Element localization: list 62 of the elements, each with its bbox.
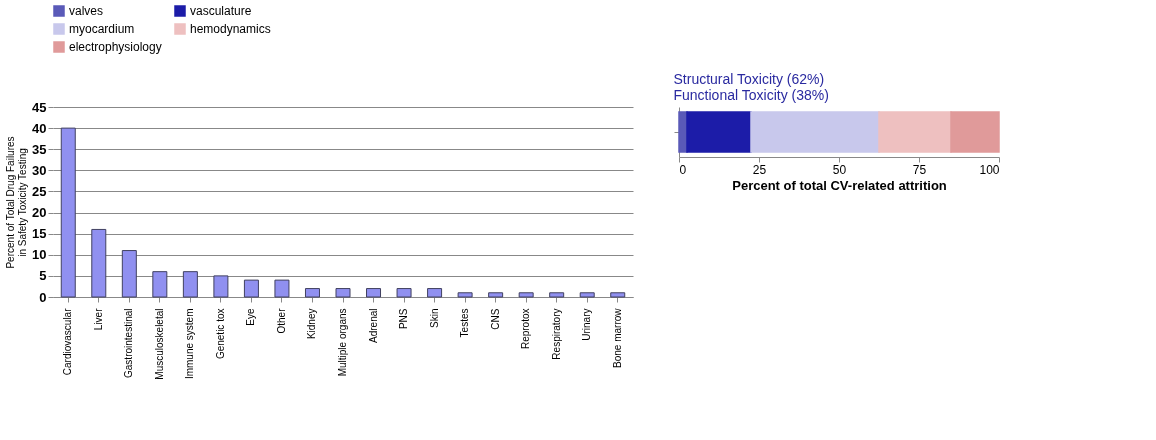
x-tick-label: Eye bbox=[245, 308, 257, 326]
x-tick-label: Multiple organs bbox=[337, 308, 348, 377]
bar bbox=[518, 292, 534, 298]
x-tick-label: Testes bbox=[459, 308, 471, 338]
y-tick-label: 20 bbox=[32, 205, 47, 221]
bar bbox=[549, 292, 565, 298]
legend-label: electrophysiology bbox=[69, 40, 162, 54]
x-tick-label: Liver bbox=[92, 307, 104, 331]
bar bbox=[427, 288, 443, 298]
bar bbox=[91, 228, 107, 298]
x-tick-label: Musculoskeletal bbox=[153, 308, 165, 380]
text: Structural Toxicity (62%) bbox=[673, 71, 825, 87]
legend-label: hemodynamics bbox=[190, 22, 271, 36]
x-tick-label: Bone marrow bbox=[611, 307, 623, 368]
y-tick-label: 0 bbox=[39, 289, 47, 305]
x-tick-label: PNS bbox=[398, 308, 410, 330]
bar bbox=[213, 275, 229, 298]
legend-label: myocardium bbox=[69, 22, 135, 36]
x-axis-title: Percent of total CV-related attrition bbox=[732, 177, 947, 193]
x-tick-label: Respiratory bbox=[550, 308, 562, 360]
x-tick-label: Adrenal bbox=[367, 308, 379, 343]
bar bbox=[335, 288, 351, 298]
legend-label: vasculature bbox=[190, 4, 252, 18]
x-tick-label: Kidney bbox=[306, 308, 318, 340]
y-tick-label: 40 bbox=[32, 120, 47, 136]
y-tick-label: 5 bbox=[39, 268, 47, 284]
y-axis-title: Percent of Total Drug Failures in Safety Toxicity Testing bbox=[5, 136, 29, 269]
bar bbox=[60, 127, 76, 298]
x-tick-label: Cardiovascular bbox=[62, 307, 74, 376]
bar bbox=[488, 292, 504, 298]
y-tick-label: 15 bbox=[32, 226, 47, 242]
bar bbox=[274, 279, 290, 298]
x-tick-label: Other bbox=[275, 307, 287, 334]
x-tick-label: 50 bbox=[832, 162, 847, 177]
x-tick-label: Reprotox bbox=[520, 308, 532, 350]
bar bbox=[121, 250, 137, 298]
x-tick-label: CNS bbox=[489, 308, 501, 330]
bar bbox=[396, 288, 412, 298]
bar bbox=[457, 292, 473, 298]
x-tick-label: 0 bbox=[679, 162, 687, 177]
x-tick-label: Genetic tox bbox=[214, 308, 226, 360]
text: Functional Toxicity (38%) bbox=[673, 87, 829, 103]
bar bbox=[152, 271, 168, 298]
bar bbox=[610, 292, 626, 298]
y-tick-label: 10 bbox=[32, 247, 47, 263]
x-tick-label: 75 bbox=[912, 162, 927, 177]
y-tick-label: 25 bbox=[32, 183, 47, 199]
y-tick-label: 30 bbox=[32, 162, 47, 178]
bar bbox=[579, 292, 595, 298]
bar bbox=[243, 279, 259, 298]
x-tick-label: 25 bbox=[752, 162, 767, 177]
x-tick-label: Gastrointestinal bbox=[123, 308, 135, 378]
bar bbox=[366, 288, 382, 298]
x-tick-label: 100 bbox=[979, 162, 1000, 177]
x-tick-label: Urinary bbox=[581, 308, 593, 341]
bar bbox=[182, 271, 198, 298]
y-tick-label: 45 bbox=[32, 99, 47, 115]
y-tick-label: 35 bbox=[32, 141, 47, 157]
bar bbox=[304, 288, 320, 298]
x-tick-label: Skin bbox=[428, 308, 440, 328]
legend-label: valves bbox=[69, 4, 104, 18]
x-tick-label: Immune system bbox=[184, 308, 196, 380]
